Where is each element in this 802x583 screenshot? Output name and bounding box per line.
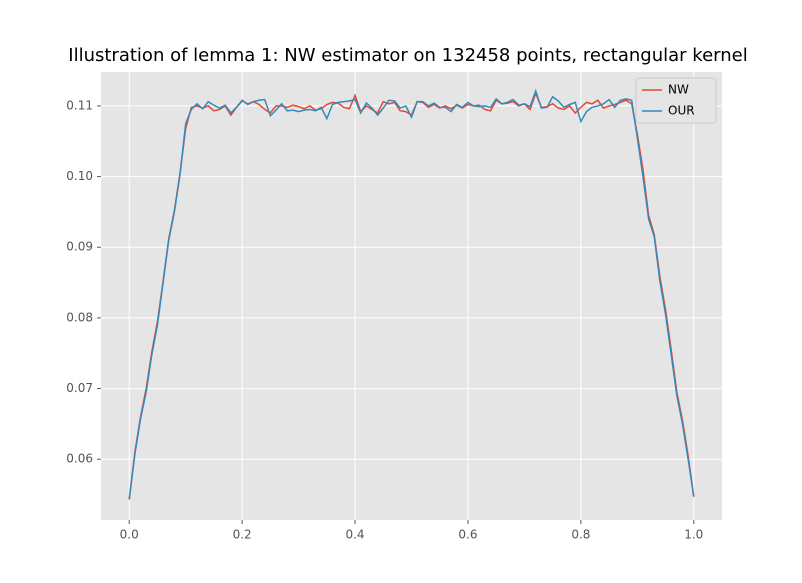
y-tick-label: 0.10 bbox=[66, 169, 93, 183]
x-tick-label: 0.2 bbox=[233, 528, 252, 542]
line-series bbox=[128, 88, 695, 500]
legend-label: OUR bbox=[668, 104, 695, 118]
y-tick-label: 0.11 bbox=[66, 98, 93, 112]
x-tick-label: 0.6 bbox=[458, 528, 477, 542]
x-tick-label: 1.0 bbox=[684, 528, 703, 542]
y-tick-label: 0.07 bbox=[66, 381, 93, 395]
plot-area bbox=[101, 72, 722, 520]
y-tick-label: 0.06 bbox=[66, 452, 93, 466]
y-tick-label: 0.08 bbox=[66, 310, 93, 324]
x-tick-label: 0.8 bbox=[571, 528, 590, 542]
x-tick-label: 0.0 bbox=[120, 528, 139, 542]
y-tick-label: 0.09 bbox=[66, 240, 93, 254]
chart-title: Illustration of lemma 1: NW estimator on… bbox=[68, 45, 747, 66]
x-tick-label: 0.4 bbox=[345, 528, 364, 542]
legend-label: NW bbox=[668, 83, 689, 97]
